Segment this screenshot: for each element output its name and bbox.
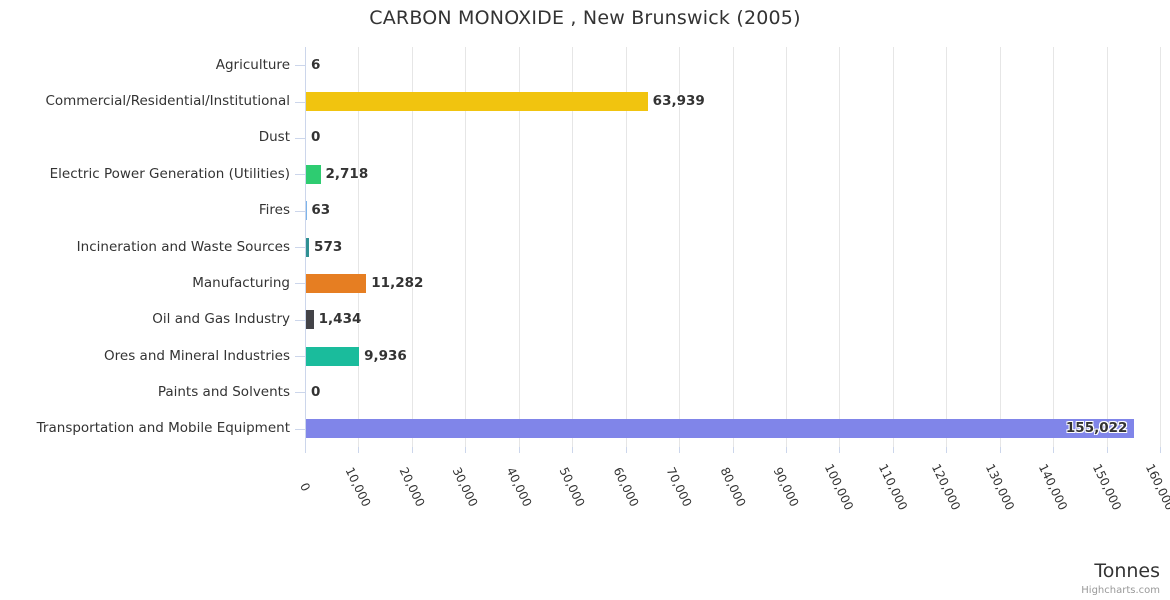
gridline (839, 47, 841, 447)
gridline (999, 47, 1001, 447)
category-tick (295, 102, 305, 103)
bar[interactable] (306, 419, 1135, 439)
x-tick-label: 120,000 (929, 461, 964, 513)
data-label: 0 (311, 129, 321, 146)
gridline (465, 47, 467, 447)
category-tick (295, 174, 305, 175)
data-label: 2,718 (325, 165, 369, 182)
category-tick (295, 356, 305, 357)
x-axis-tick (1106, 447, 1108, 453)
category-label: Dust (258, 129, 290, 146)
highcharts-credits-link[interactable]: Highcharts.com (1081, 585, 1160, 596)
gridline (1160, 47, 1161, 447)
chart-title: CARBON MONOXIDE , New Brunswick (2005) (369, 7, 801, 29)
x-axis-tick (679, 447, 681, 453)
x-axis-tick (572, 447, 574, 453)
category-label: Manufacturing (192, 274, 290, 291)
x-axis-tick (625, 447, 627, 453)
category-tick (295, 283, 305, 284)
x-tick-label: 60,000 (610, 465, 642, 509)
data-label: 1,434 (318, 311, 362, 328)
gridline (785, 47, 787, 447)
x-axis-title: Tonnes (1094, 560, 1160, 582)
category-tick (295, 65, 305, 66)
gridline (1053, 47, 1055, 447)
x-tick-label: 30,000 (449, 465, 481, 509)
gridline (946, 47, 948, 447)
data-label: 155,022 (1065, 420, 1128, 437)
data-label: 63,939 (652, 93, 705, 110)
category-tick (295, 138, 305, 139)
gridline (411, 47, 413, 447)
gridline (518, 47, 520, 447)
x-tick-label: 40,000 (503, 465, 535, 509)
category-label: Transportation and Mobile Equipment (36, 420, 290, 437)
data-label: 11,282 (371, 274, 424, 291)
category-label: Paints and Solvents (157, 383, 290, 400)
category-tick (295, 211, 305, 212)
bar[interactable] (306, 273, 367, 293)
data-label: 6 (311, 56, 321, 73)
x-axis-tick (518, 447, 520, 453)
category-tick (295, 392, 305, 393)
x-axis-tick (999, 447, 1001, 453)
x-tick-label: 20,000 (396, 465, 428, 509)
plot-area: 6 63,939 0 2,718 63 573 11,282 1,434 9,936 0 155,0… (305, 47, 1161, 447)
x-axis-tick (358, 447, 360, 453)
x-axis-tick (892, 447, 894, 453)
bar[interactable] (306, 237, 310, 257)
gridline (679, 47, 681, 447)
x-tick-label: 150,000 (1089, 461, 1124, 513)
category-label: Electric Power Generation (Utilities) (49, 165, 290, 182)
category-label: Agriculture (215, 56, 290, 73)
data-label: 9,936 (364, 347, 407, 364)
category-label: Commercial/Residential/Institutional (45, 93, 290, 110)
x-tick-label: 160,000 (1142, 461, 1170, 513)
category-label: Ores and Mineral Industries (104, 347, 290, 364)
category-label: Fires (258, 202, 290, 219)
x-tick-label: 110,000 (875, 461, 910, 513)
data-label: 63 (311, 202, 331, 219)
x-axis-tick (465, 447, 467, 453)
gridline (732, 47, 734, 447)
x-axis-tick (785, 447, 787, 453)
gridline (1106, 47, 1108, 447)
x-tick-label: 10,000 (342, 465, 374, 509)
x-axis-tick (732, 447, 734, 453)
data-label: 0 (311, 383, 321, 400)
x-tick-label: 90,000 (770, 465, 802, 509)
x-axis-tick (839, 447, 841, 453)
x-axis-tick (1053, 447, 1055, 453)
gridline (892, 47, 894, 447)
bar[interactable] (306, 92, 648, 112)
x-tick-label: 100,000 (822, 461, 857, 513)
category-label: Incineration and Waste Sources (76, 238, 290, 255)
x-tick-label: 140,000 (1035, 461, 1071, 513)
x-axis-tick (411, 447, 413, 453)
category-tick (295, 320, 305, 321)
category-label: Oil and Gas Industry (152, 311, 290, 328)
x-tick-label: 50,000 (556, 465, 588, 509)
gridline (572, 47, 574, 447)
x-tick-label: 70,000 (663, 465, 695, 509)
bar[interactable] (306, 346, 360, 366)
bar[interactable] (306, 310, 314, 330)
y-axis-line (305, 47, 306, 447)
gridline (625, 47, 627, 447)
category-tick (295, 247, 305, 248)
x-axis-tick (305, 447, 306, 453)
category-tick (295, 429, 305, 430)
x-tick-label: 0 (297, 480, 313, 494)
x-tick-label: 80,000 (717, 465, 748, 509)
x-axis-tick (1160, 447, 1161, 453)
bar[interactable] (306, 164, 321, 184)
x-tick-label: 130,000 (982, 461, 1017, 513)
x-axis-tick (946, 447, 948, 453)
gridline (358, 47, 360, 447)
data-label: 573 (314, 238, 343, 255)
